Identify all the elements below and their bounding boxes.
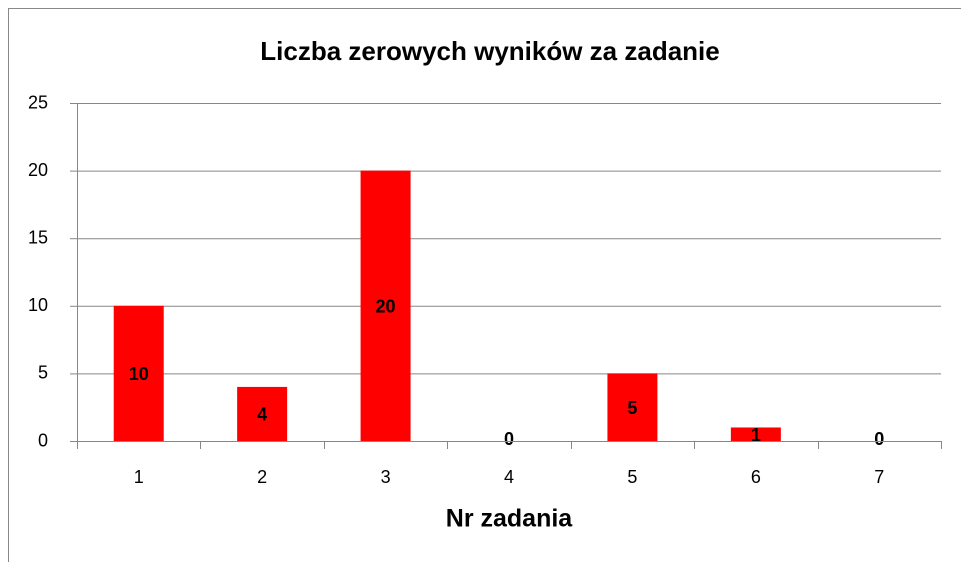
data-label: 0 (874, 429, 884, 449)
bar (113, 305, 164, 441)
chart-title: Liczba zerowych wyników za zadanie (260, 36, 719, 66)
x-tick-label: 4 (504, 467, 514, 487)
data-label: 5 (627, 398, 637, 418)
data-label: 10 (129, 364, 149, 384)
bar (237, 386, 288, 441)
data-label: 20 (376, 297, 396, 317)
bar (730, 427, 781, 441)
y-tick-label: 20 (28, 160, 48, 180)
bar (607, 373, 658, 441)
data-label: 1 (751, 425, 761, 445)
x-tick-label: 6 (751, 467, 761, 487)
y-tick-label: 10 (28, 295, 48, 315)
bar (360, 170, 411, 441)
y-tick-label: 0 (38, 430, 48, 450)
data-label: 4 (257, 405, 267, 425)
x-axis-label: Nr zadania (446, 505, 574, 533)
y-tick-label: 25 (28, 92, 48, 112)
x-tick-label: 7 (874, 467, 884, 487)
y-tick-label: 5 (38, 363, 48, 383)
x-tick-label: 2 (257, 467, 267, 487)
y-tick-label: 15 (28, 227, 48, 247)
x-tick-label: 1 (134, 467, 144, 487)
chart-frame (8, 8, 961, 562)
x-tick-label: 5 (627, 467, 637, 487)
data-label: 0 (504, 429, 514, 449)
x-tick-label: 3 (381, 467, 391, 487)
